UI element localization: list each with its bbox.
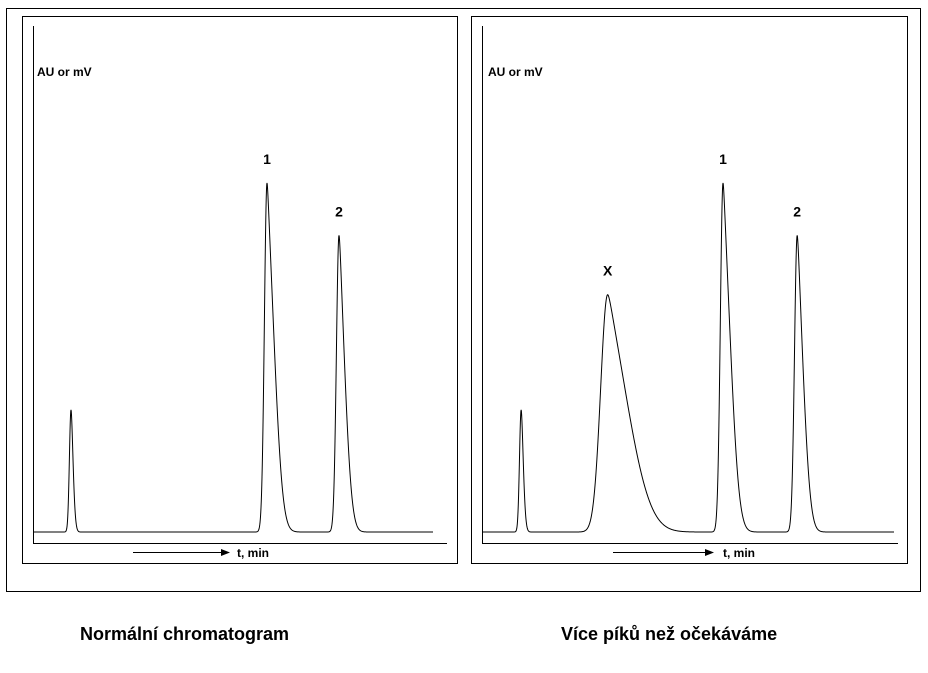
right-panel-frame — [471, 16, 908, 564]
peak-label-x: X — [603, 263, 613, 279]
left-x-axis-label: t, min — [237, 546, 269, 560]
right-x-axis-label: t, min — [723, 546, 755, 560]
left-time-arrow-head — [221, 549, 230, 556]
left-peak-labels: 12 — [263, 151, 343, 219]
left-chart-panel: AU or mV t, min 12 — [22, 16, 458, 564]
left-panel-frame — [22, 16, 458, 564]
peak-label-1: 1 — [719, 151, 727, 167]
left-chromatogram-trace — [33, 182, 433, 533]
right-peak-labels: X 1 2 — [603, 151, 801, 279]
left-y-axis-label: AU or mV — [37, 65, 92, 79]
right-time-arrow-head — [705, 549, 714, 556]
peak-label-2: 2 — [793, 203, 801, 219]
left-caption: Normální chromatogram — [80, 624, 290, 644]
right-caption: Více píků než očekáváme — [561, 624, 778, 644]
outer-frame — [6, 8, 921, 592]
right-chromatogram-trace — [482, 182, 894, 533]
right-chart-panel: AU or mV t, min X 1 2 — [471, 16, 908, 564]
peak-label-1: 1 — [263, 151, 271, 167]
peak-label-2: 2 — [335, 203, 343, 219]
right-y-axis-label: AU or mV — [488, 65, 543, 79]
